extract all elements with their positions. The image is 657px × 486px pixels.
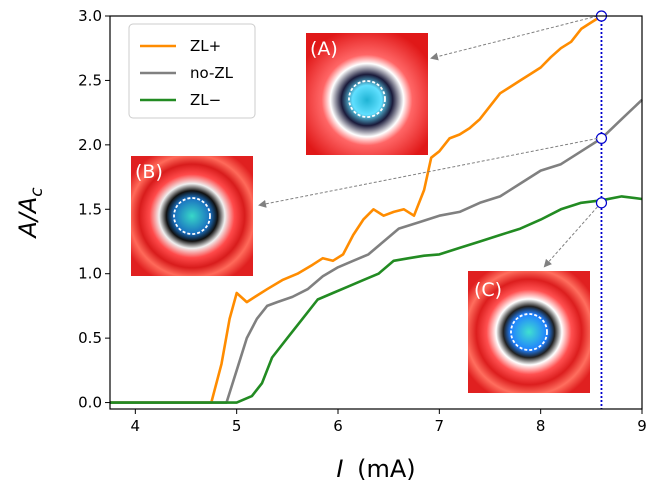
inset-ring-0 — [348, 80, 386, 118]
legend-label-1: no-ZL — [190, 64, 234, 82]
x-tick-label: 6 — [333, 417, 343, 435]
x-tick-label: 4 — [131, 417, 141, 435]
inset-ring-2 — [510, 313, 548, 351]
inset-layer: (A) (B) (C) — [131, 15, 598, 393]
inset-label-1: (B) — [135, 161, 163, 183]
inset-arrow-2 — [543, 206, 598, 268]
marker-circle-2 — [595, 197, 608, 209]
marker-circle-1 — [595, 132, 608, 145]
inset-ring-1 — [173, 197, 211, 235]
inset-arrow-0 — [430, 15, 598, 61]
y-tick-label: 2.5 — [78, 71, 102, 89]
x-axis: 4 5 6 7 8 9 — [131, 409, 647, 435]
inset-image-0 — [306, 33, 428, 155]
series-line-2 — [110, 195, 643, 404]
x-axis-title: I (mA) — [336, 455, 415, 483]
y-tick-label: 3.0 — [78, 7, 102, 25]
y-tick-label: 1.0 — [78, 265, 102, 283]
plot-frame — [109, 15, 643, 410]
x-axis-symbol: I — [336, 455, 343, 483]
x-tick-label: 9 — [637, 417, 647, 435]
inset-label-0: (A) — [310, 38, 338, 60]
y-tick-label: 0.0 — [78, 394, 102, 412]
inset-image-2 — [468, 271, 590, 393]
inset-image-1 — [131, 156, 253, 276]
marker-layer — [595, 10, 608, 409]
series-layer — [110, 14, 643, 404]
inset-label-2: (C) — [474, 279, 502, 301]
series-line-0 — [110, 14, 603, 404]
y-tick-label: 1.5 — [78, 200, 102, 218]
y-tick-label: 2.0 — [78, 136, 102, 154]
x-tick-label: 8 — [536, 417, 546, 435]
legend: ZL+ no-ZL ZL− — [128, 23, 256, 119]
x-tick-label: 5 — [232, 417, 242, 435]
inset-2: (C) — [468, 206, 598, 393]
legend-label-0: ZL+ — [190, 37, 221, 55]
inset-arrow-1 — [258, 137, 598, 208]
y-axis-subscript: c — [27, 187, 47, 197]
series-line-1 — [110, 98, 643, 404]
legend-label-2: ZL− — [190, 91, 221, 109]
y-tick-label: 0.5 — [78, 329, 102, 347]
x-tick-label: 7 — [435, 417, 445, 435]
y-axis: 0.0 0.5 1.0 1.5 2.0 2.5 3.0 — [78, 7, 110, 412]
y-axis-title: A/Ac — [14, 187, 47, 240]
legend-box — [128, 23, 256, 119]
inset-0: (A) — [306, 15, 598, 155]
inset-1: (B) — [131, 137, 598, 276]
y-axis-main: A/A — [14, 197, 42, 240]
x-axis-unit: (mA) — [357, 455, 416, 483]
